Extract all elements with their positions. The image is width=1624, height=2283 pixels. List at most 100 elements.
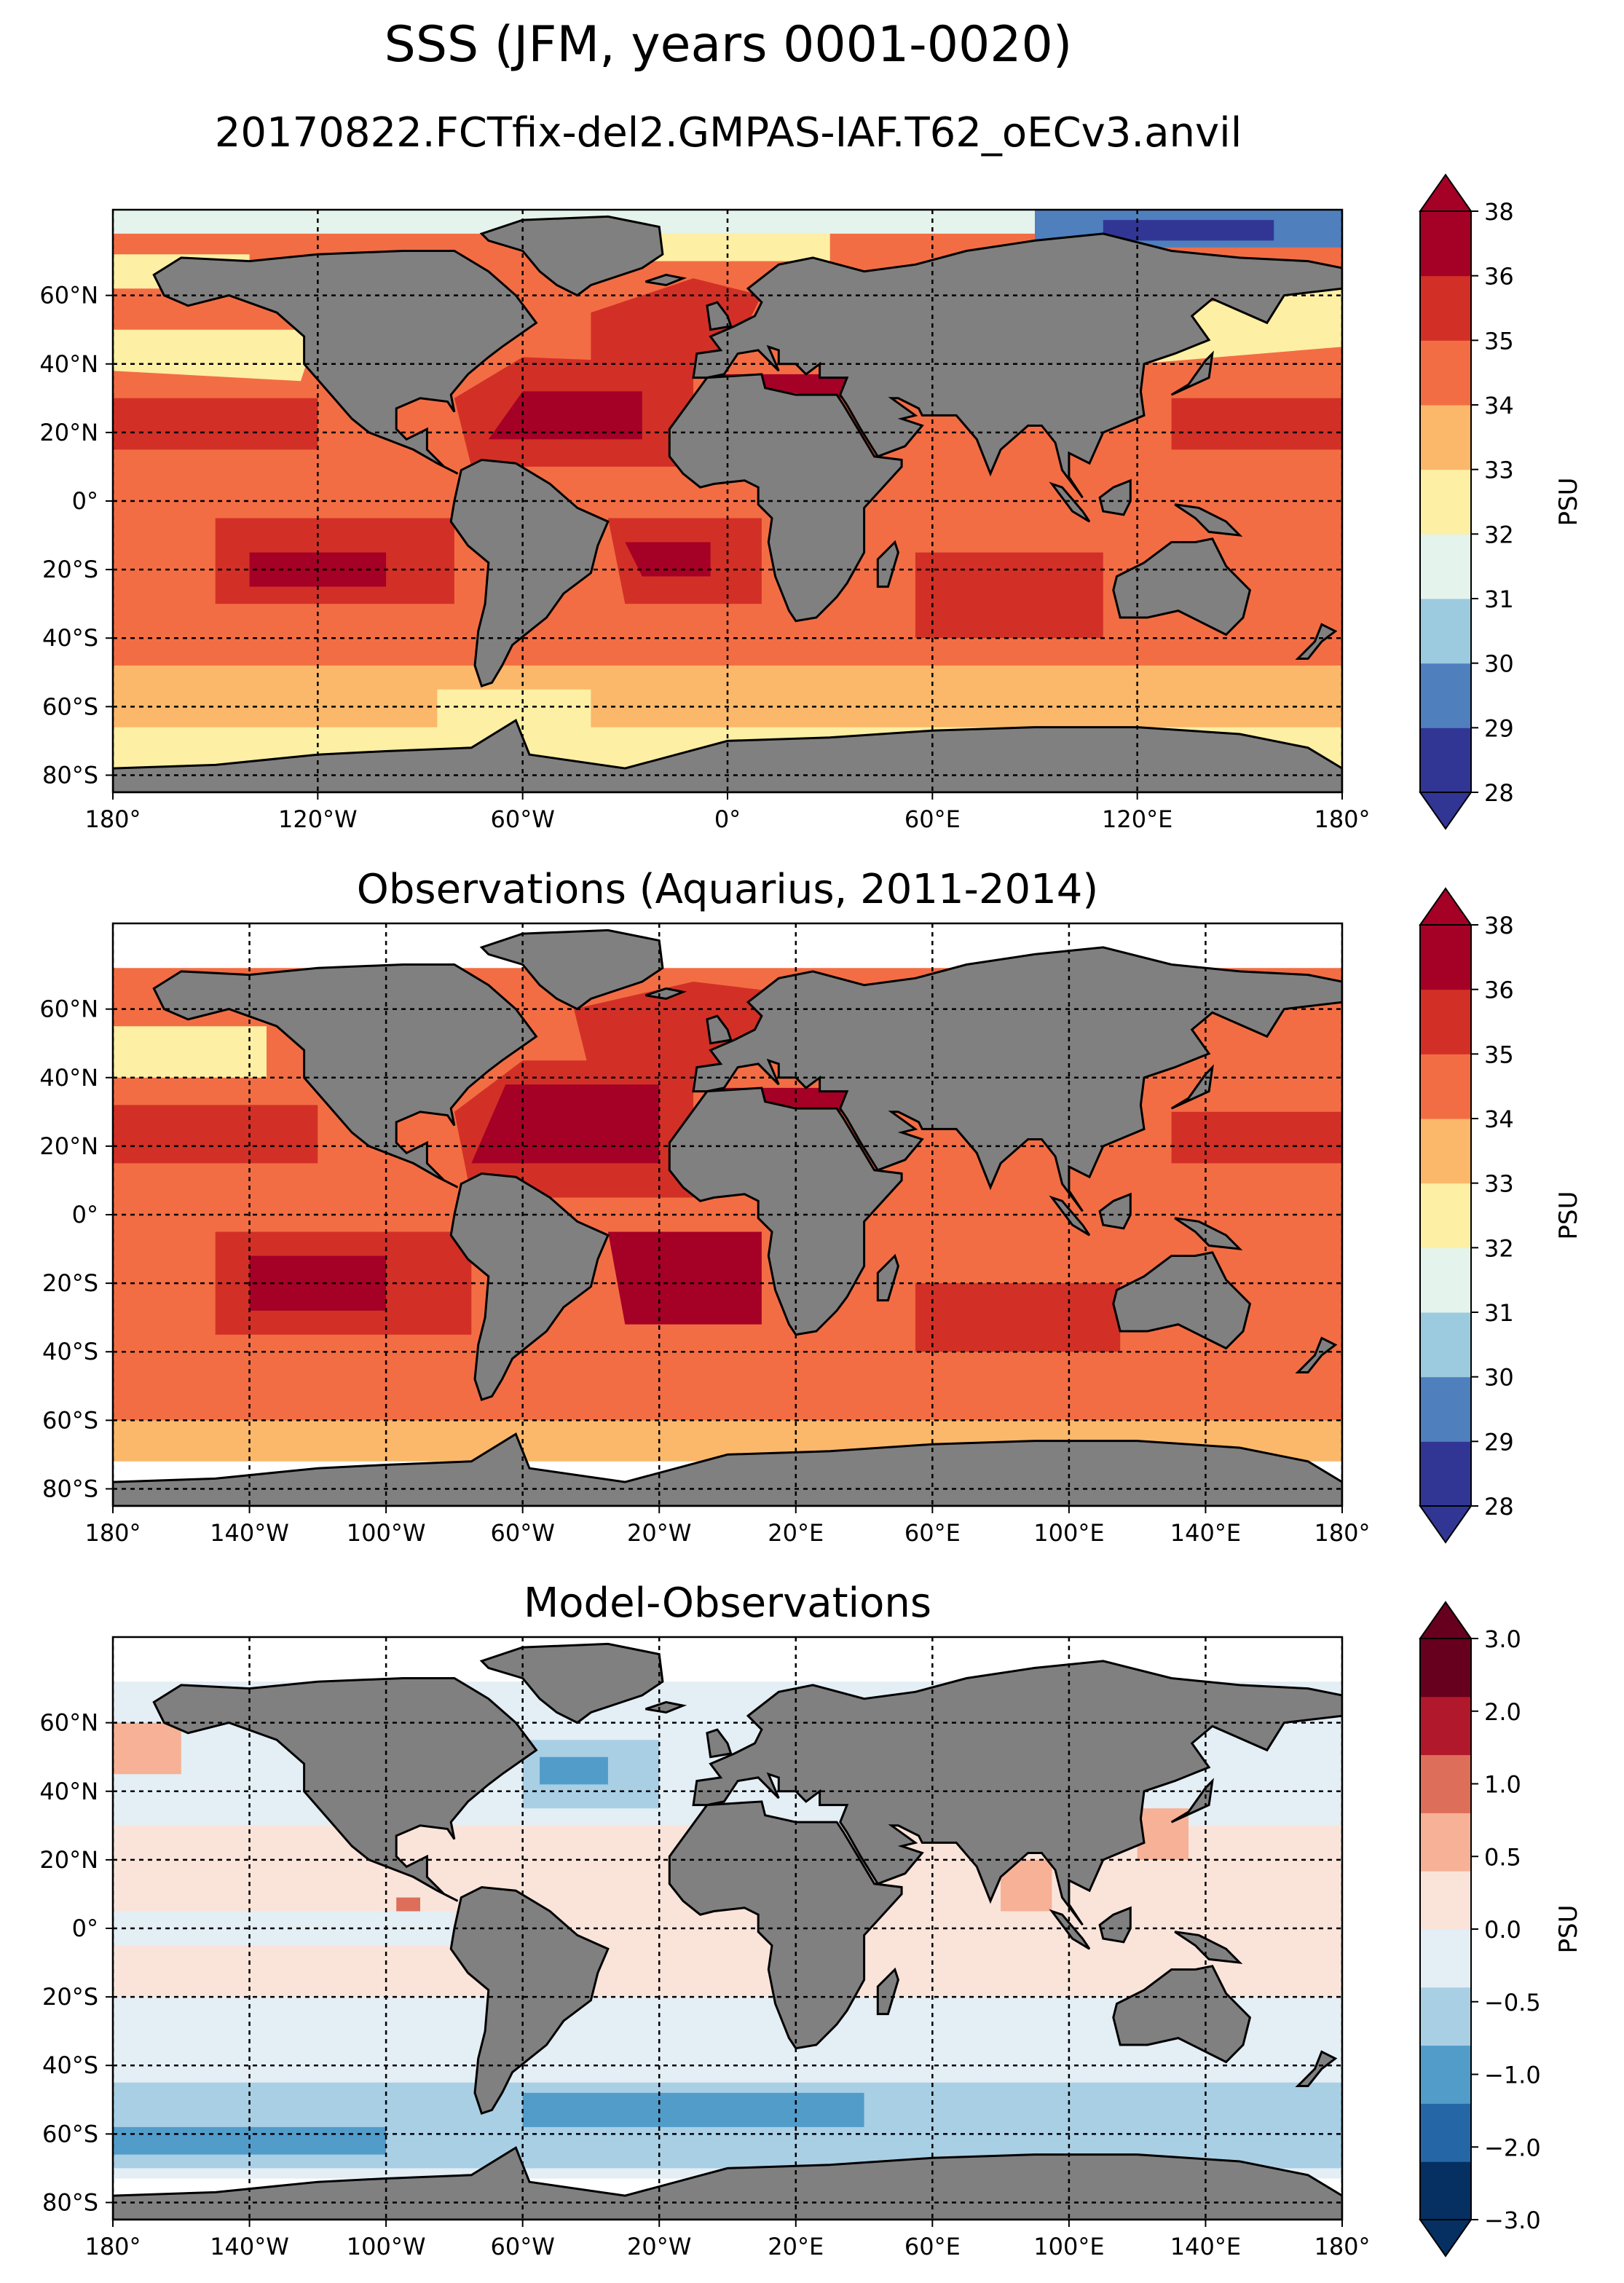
colorbar-label: PSU bbox=[1554, 478, 1583, 527]
x-tick-label: 100°W bbox=[347, 2233, 426, 2260]
colorbar-swatch bbox=[1420, 534, 1471, 599]
x-tick-label: 180° bbox=[84, 1519, 141, 1547]
y-tick-label: 20°S bbox=[42, 1983, 98, 2011]
ocean-region bbox=[1001, 1859, 1052, 1912]
land-japan bbox=[1170, 350, 1214, 396]
land-australia bbox=[1112, 537, 1252, 636]
y-tick-label: 40°N bbox=[39, 1778, 98, 1805]
land-japan bbox=[1170, 1064, 1214, 1110]
colorbar-tick-label: 28 bbox=[1484, 1493, 1514, 1521]
colorbar-tick-label: −3.0 bbox=[1484, 2207, 1541, 2234]
y-tick-label: 60°S bbox=[42, 693, 98, 720]
land-newZealand bbox=[1295, 623, 1338, 660]
ocean-region bbox=[625, 226, 830, 261]
y-tick-label: 80°S bbox=[42, 761, 98, 789]
y-tick-label: 20°S bbox=[42, 1269, 98, 1297]
colorbar-extend-low bbox=[1419, 1505, 1473, 1544]
colorbar-tick-label: 34 bbox=[1484, 392, 1514, 419]
y-tick-label: 60°S bbox=[42, 1406, 98, 1434]
map-panel-2: 180° 140°W 100°W 60°W 20°W 20°E 60°E 100°E 140°E… bbox=[39, 866, 1370, 1547]
x-tick-label: 180° bbox=[1314, 805, 1370, 833]
colorbar-extend-low bbox=[1419, 2219, 1473, 2258]
x-tick-label: 20°W bbox=[627, 2233, 691, 2260]
colorbar-tick-label: 2.0 bbox=[1484, 1698, 1521, 1726]
land-southAmerica bbox=[449, 1885, 610, 2115]
colorbar-swatch bbox=[1420, 1183, 1471, 1248]
colorbar-swatch bbox=[1420, 405, 1471, 470]
x-tick-label: 60°E bbox=[904, 1519, 961, 1547]
figure-subtitle: 20170822.FCTfix-del2.GMPAS-IAF.T62_oECv3… bbox=[214, 109, 1242, 157]
colorbar-extend-low bbox=[1419, 792, 1473, 830]
colorbar-swatch bbox=[1420, 1929, 1471, 1988]
x-tick-label: 60°W bbox=[490, 1519, 554, 1547]
x-tick-label: 100°E bbox=[1033, 1519, 1104, 1547]
colorbar-tick-label: 1.0 bbox=[1484, 1771, 1521, 1799]
ocean-region bbox=[437, 689, 591, 741]
colorbar-tick-label: 31 bbox=[1484, 1299, 1514, 1327]
colorbar-swatch bbox=[1420, 2161, 1471, 2220]
colorbar-tick-label: 31 bbox=[1484, 585, 1514, 613]
land-sumatra bbox=[1049, 481, 1091, 523]
land-newGuinea bbox=[1174, 1931, 1243, 1965]
land-newGuinea bbox=[1174, 503, 1243, 537]
x-tick-label: 120°W bbox=[278, 805, 358, 833]
land-iceland bbox=[645, 273, 687, 287]
colorbar-tick-label: 33 bbox=[1484, 457, 1514, 484]
colorbar-frame bbox=[1419, 924, 1472, 1507]
y-tick-label: 80°S bbox=[42, 2188, 98, 2216]
colorbar-frame bbox=[1419, 210, 1472, 793]
colorbar-swatch bbox=[1420, 1119, 1471, 1184]
land-greenland bbox=[479, 928, 664, 1011]
y-tick-label: 20°S bbox=[42, 556, 98, 583]
colorbar-swatch bbox=[1420, 275, 1471, 341]
land-africa bbox=[668, 1087, 903, 1336]
ocean-region bbox=[1171, 1111, 1342, 1164]
ocean-region bbox=[625, 542, 711, 577]
x-tick-label: 100°W bbox=[347, 1519, 426, 1547]
ocean-region bbox=[522, 2092, 864, 2127]
colorbar-label: PSU bbox=[1554, 1191, 1583, 1240]
colorbar-tick-label: 32 bbox=[1484, 1234, 1514, 1262]
colorbar-extend-high bbox=[1419, 173, 1473, 212]
land-madagascar bbox=[876, 1253, 899, 1302]
land-africa bbox=[668, 373, 903, 623]
y-tick-label: 0° bbox=[72, 1201, 98, 1229]
ocean-region bbox=[113, 1105, 318, 1164]
land-madagascar bbox=[876, 540, 899, 588]
ocean-region bbox=[396, 1897, 420, 1912]
land-northAmerica bbox=[152, 1677, 538, 1902]
colorbar-swatch bbox=[1420, 2045, 1471, 2104]
colorbar-swatch bbox=[1420, 1813, 1471, 1872]
x-tick-label: 20°E bbox=[768, 1519, 824, 1547]
x-tick-label: 140°W bbox=[210, 2233, 289, 2260]
colorbar-swatch bbox=[1420, 1054, 1471, 1119]
x-tick-label: 120°E bbox=[1102, 805, 1172, 833]
colorbar-tick-label: 30 bbox=[1484, 1364, 1514, 1392]
colorbar-tick-label: −2.0 bbox=[1484, 2134, 1541, 2161]
colorbar-swatch bbox=[1420, 1871, 1471, 1930]
ocean-region bbox=[471, 1084, 660, 1164]
colorbar-swatch bbox=[1420, 1247, 1471, 1313]
land-eurasia bbox=[692, 1660, 1342, 1926]
ocean-region bbox=[113, 1911, 454, 1946]
y-tick-label: 20°N bbox=[39, 1132, 98, 1160]
colorbar-tick-label: 33 bbox=[1484, 1170, 1514, 1198]
y-tick-label: 20°N bbox=[39, 1846, 98, 1874]
colorbar-swatch bbox=[1420, 469, 1471, 535]
y-tick-label: 60°N bbox=[39, 1709, 98, 1737]
colorbar-tick-label: 32 bbox=[1484, 521, 1514, 548]
colorbar-tick-label: −0.5 bbox=[1484, 1989, 1541, 2016]
colorbar-swatch bbox=[1420, 989, 1471, 1054]
x-tick-label: 60°W bbox=[490, 2233, 554, 2260]
ocean-region bbox=[113, 1722, 181, 1775]
colorbar-tick-label: 36 bbox=[1484, 263, 1514, 291]
land-northAmerica bbox=[152, 250, 538, 475]
colorbar-tick-label: 0.5 bbox=[1484, 1843, 1521, 1871]
panel-title: Observations (Aquarius, 2011-2014) bbox=[357, 866, 1098, 913]
panel-title: Model-Observations bbox=[524, 1580, 931, 1627]
colorbar-tick-label: 38 bbox=[1484, 912, 1514, 939]
x-tick-label: 180° bbox=[84, 805, 141, 833]
y-tick-label: 60°N bbox=[39, 282, 98, 309]
colorbar-swatch bbox=[1420, 599, 1471, 664]
